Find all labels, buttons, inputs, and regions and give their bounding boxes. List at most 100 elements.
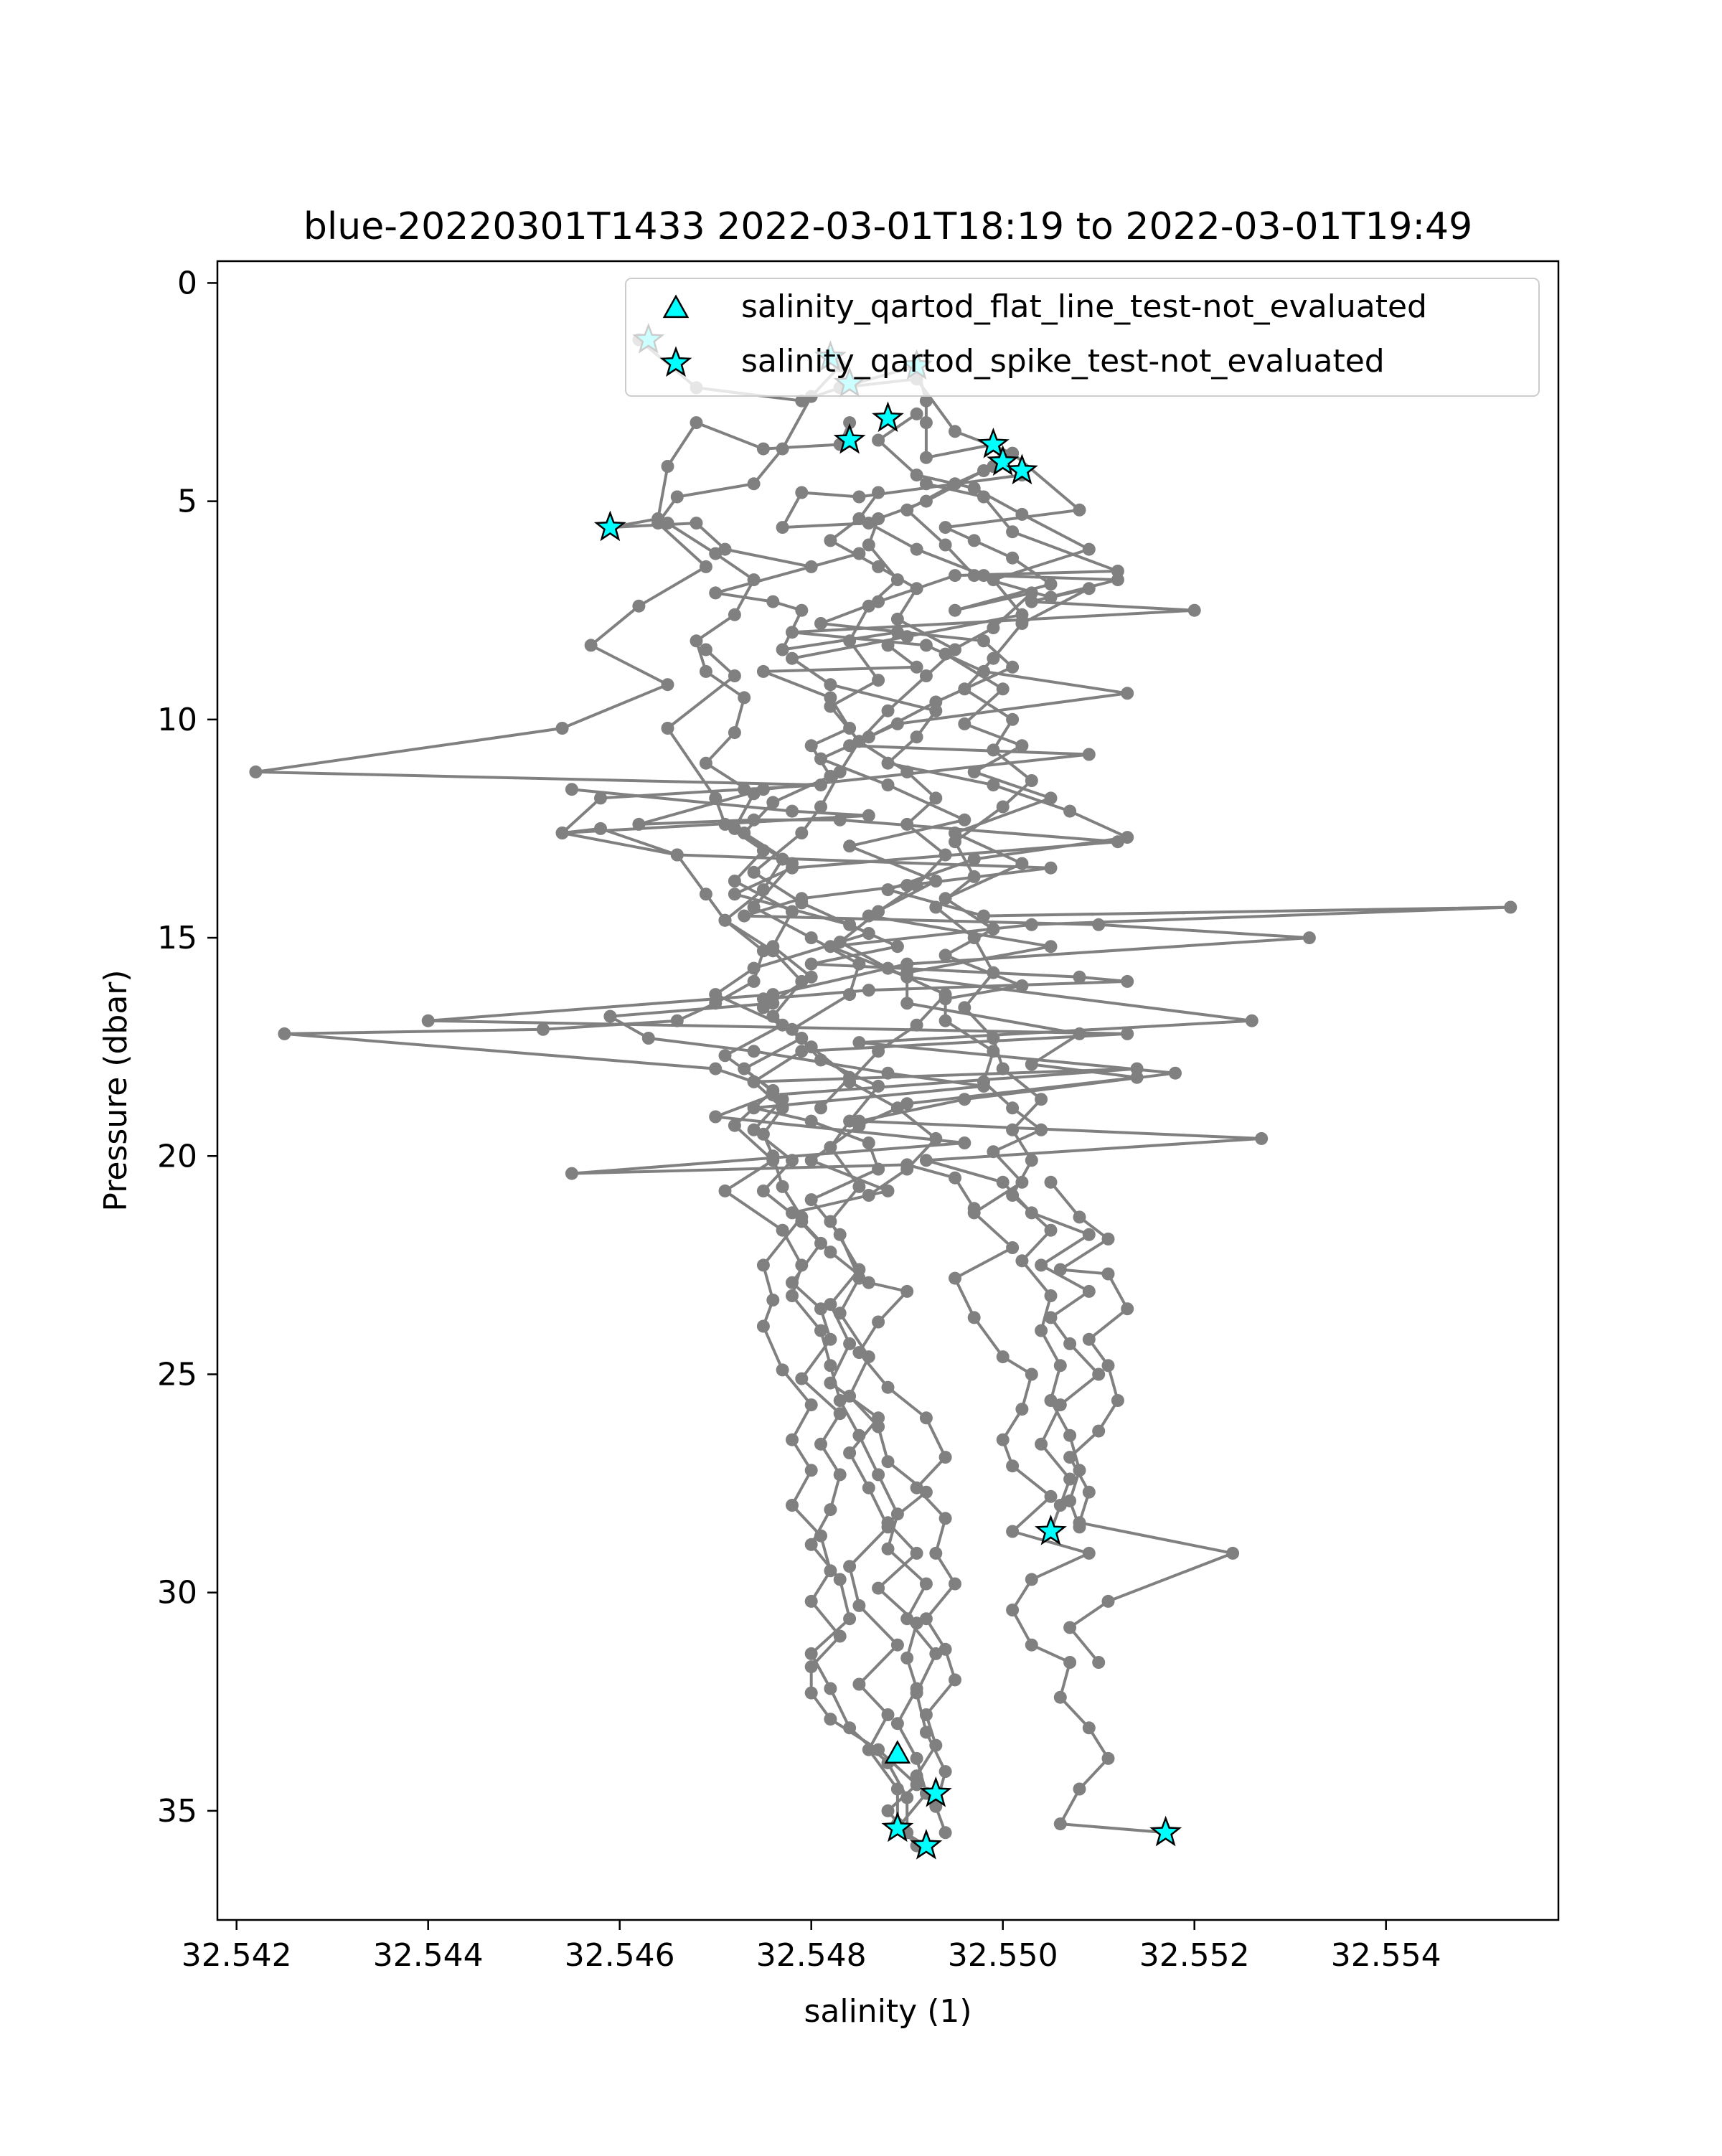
data-point <box>900 997 914 1010</box>
data-point <box>949 603 961 617</box>
data-point <box>738 1062 751 1075</box>
data-point <box>900 1651 914 1665</box>
data-point <box>1121 1302 1134 1316</box>
data-point <box>804 931 818 945</box>
data-point <box>996 1175 1010 1189</box>
data-point <box>862 1350 875 1364</box>
data-point <box>814 778 827 792</box>
data-point <box>824 1141 837 1154</box>
y-tick-label: 25 <box>157 1356 197 1393</box>
data-point <box>824 700 837 713</box>
data-point <box>1006 1241 1020 1254</box>
data-point <box>910 730 923 744</box>
data-point <box>756 1184 770 1197</box>
data-point <box>1025 918 1038 931</box>
data-point <box>938 1512 952 1525</box>
data-point <box>555 827 569 839</box>
data-point <box>756 442 770 456</box>
data-point <box>804 1040 818 1054</box>
data-point <box>852 1036 866 1050</box>
data-point <box>1082 1228 1096 1241</box>
data-point <box>949 1673 961 1687</box>
data-point <box>958 682 971 696</box>
data-point <box>996 1350 1010 1364</box>
data-point <box>1006 1101 1020 1115</box>
data-point <box>919 451 933 464</box>
data-point <box>776 1180 789 1193</box>
data-point <box>804 1193 818 1207</box>
data-point <box>718 913 732 927</box>
data-point <box>862 538 875 552</box>
data-point <box>938 1014 952 1027</box>
data-point <box>881 883 895 897</box>
data-point <box>699 756 712 770</box>
data-point <box>278 1027 291 1040</box>
data-point <box>862 984 875 997</box>
data-point <box>881 961 895 975</box>
data-point <box>1025 586 1038 600</box>
data-point <box>786 1289 799 1302</box>
x-tick-label: 32.552 <box>1139 1937 1250 1974</box>
data-point <box>967 852 981 866</box>
data-point <box>804 970 818 984</box>
data-point <box>1044 1175 1058 1189</box>
data-point <box>949 477 961 491</box>
data-point <box>833 1573 847 1586</box>
data-point <box>1044 1311 1058 1324</box>
data-point <box>786 1499 799 1512</box>
data-point <box>795 892 809 905</box>
data-point <box>1006 1525 1020 1538</box>
legend-label-flat-line: salinity_qartod_flat_line_test-not_evalu… <box>741 288 1427 325</box>
data-point <box>900 765 914 778</box>
data-point <box>795 486 809 499</box>
data-point <box>795 1215 809 1228</box>
data-point <box>747 961 761 975</box>
data-point <box>747 1045 761 1058</box>
data-point <box>1121 831 1134 844</box>
data-point <box>814 1437 827 1451</box>
data-point <box>852 1599 866 1612</box>
data-point <box>900 503 914 517</box>
data-point <box>795 603 809 617</box>
data-point <box>987 743 1000 757</box>
data-point <box>843 839 857 853</box>
data-point <box>1025 1058 1038 1071</box>
data-point <box>804 560 818 573</box>
x-tick-label: 32.548 <box>756 1937 867 1974</box>
y-tick-label: 35 <box>157 1793 197 1830</box>
y-tick-label: 10 <box>157 702 197 738</box>
data-point <box>670 490 684 504</box>
data-point <box>938 948 952 962</box>
data-point <box>872 1468 885 1482</box>
data-point <box>910 582 923 596</box>
x-tick-label: 32.554 <box>1331 1937 1441 1974</box>
data-point <box>804 1154 818 1167</box>
data-point <box>833 1394 847 1407</box>
axis-ticks-layer: 32.542 32.544 32.546 32.548 32.550 32.552 32.5… <box>157 265 1441 1974</box>
data-point <box>766 1154 780 1167</box>
data-point <box>565 783 578 796</box>
data-point <box>938 892 952 905</box>
data-point <box>747 900 761 914</box>
data-point <box>833 1228 847 1241</box>
data-point <box>958 717 971 730</box>
data-point <box>987 1045 1000 1058</box>
data-point <box>776 1223 789 1237</box>
data-point <box>1111 565 1124 578</box>
data-point <box>910 407 923 420</box>
data-point <box>728 726 741 740</box>
data-point <box>977 909 990 923</box>
data-point <box>699 643 712 656</box>
data-point <box>1035 1437 1048 1451</box>
data-point <box>938 1826 952 1840</box>
data-point <box>690 634 703 648</box>
data-point <box>1073 970 1086 984</box>
data-point <box>1111 1394 1124 1407</box>
data-point <box>938 538 952 552</box>
data-point <box>814 1529 827 1543</box>
data-point <box>786 857 799 870</box>
data-point <box>833 936 847 949</box>
data-point <box>1015 507 1029 521</box>
data-point <box>718 1049 732 1063</box>
legend-label-spike: salinity_qartod_spike_test-not_evaluated <box>741 343 1385 380</box>
